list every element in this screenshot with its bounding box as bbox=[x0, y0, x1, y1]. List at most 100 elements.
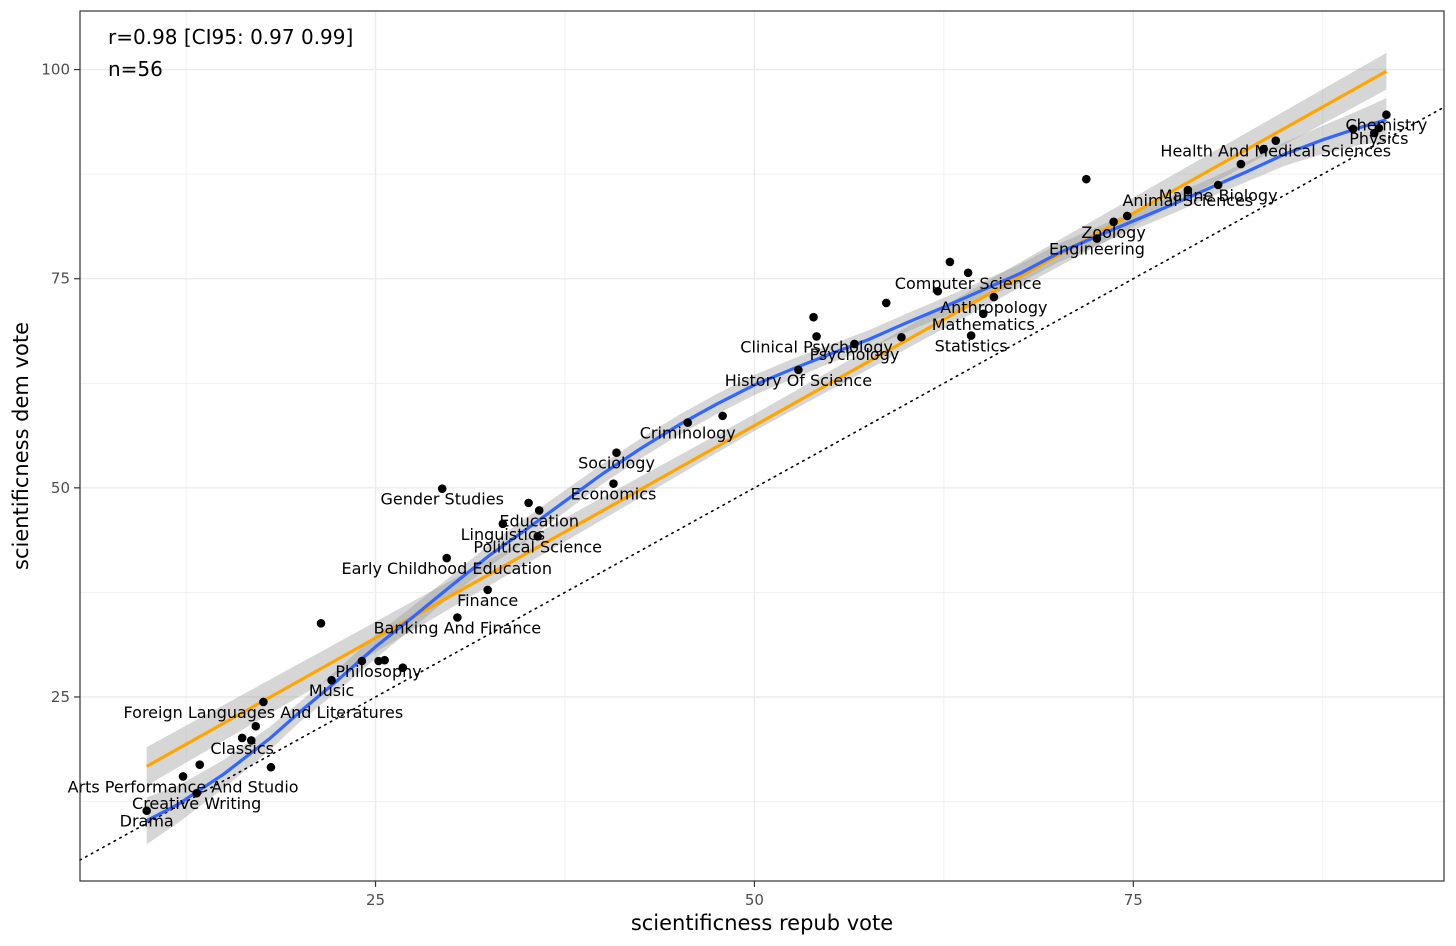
plot-background bbox=[80, 11, 1444, 881]
data-point bbox=[718, 411, 727, 421]
point-label: Computer Science bbox=[895, 274, 1042, 293]
grid-layer bbox=[80, 11, 1444, 881]
data-point bbox=[945, 257, 955, 267]
data-point bbox=[794, 365, 803, 375]
data-point bbox=[978, 309, 988, 319]
y-axis-title: scientificness dem vote bbox=[9, 322, 33, 570]
point-label: Music bbox=[309, 681, 355, 700]
point-label: Animal Sciences bbox=[1122, 191, 1253, 210]
data-point bbox=[178, 772, 188, 781]
data-point bbox=[498, 519, 508, 529]
point-label: Gender Studies bbox=[381, 490, 504, 509]
data-point bbox=[142, 806, 151, 816]
plot-border bbox=[79, 10, 1445, 882]
point-label: Psychology bbox=[810, 345, 900, 364]
data-point bbox=[251, 721, 261, 731]
y-tick-label: 25 bbox=[51, 688, 70, 706]
point-label: Anthropology bbox=[940, 298, 1047, 317]
point-label: Arts Performance And Studio bbox=[68, 777, 299, 796]
point-label: Clinical Psychology bbox=[740, 337, 893, 356]
y-tick-label: 50 bbox=[51, 479, 70, 497]
data-point bbox=[437, 484, 447, 493]
data-point bbox=[237, 733, 247, 743]
axes: 25 50 75 25 50 75 100 bbox=[41, 61, 1142, 909]
data-point bbox=[327, 675, 336, 685]
data-point bbox=[534, 506, 544, 515]
data-point bbox=[963, 268, 973, 278]
point-label: Marine Biology bbox=[1159, 186, 1278, 205]
point-labels: Drama Arts Performance And StudioCreative… bbox=[68, 116, 1428, 831]
point-label: Foreign Languages And Literatures bbox=[124, 703, 404, 722]
point-label: Mathematics bbox=[932, 315, 1035, 334]
data-point bbox=[1348, 124, 1358, 134]
point-label: Statistics bbox=[935, 337, 1008, 356]
point-label: Banking And Finance bbox=[374, 618, 542, 637]
point-label: Health And Medical Sciences bbox=[1160, 142, 1391, 161]
point-label: Physics bbox=[1349, 129, 1408, 148]
point-label: History Of Science bbox=[725, 371, 872, 390]
point-label: Creative Writing bbox=[132, 794, 261, 813]
y-tick-label: 100 bbox=[41, 61, 70, 79]
data-point bbox=[195, 760, 205, 770]
data-point bbox=[1271, 136, 1281, 145]
data-point bbox=[1183, 185, 1193, 195]
linear-fit-line bbox=[145, 69, 1388, 768]
point-label: Drama bbox=[120, 812, 174, 831]
sample-size-annotation: n=56 bbox=[108, 57, 163, 81]
data-point bbox=[398, 663, 408, 672]
x-axis-title: scientificness repub vote bbox=[631, 911, 893, 935]
data-point bbox=[524, 498, 533, 508]
point-label: Education bbox=[499, 511, 579, 530]
data-point bbox=[933, 286, 943, 296]
data-point bbox=[246, 736, 256, 745]
point-label: Classics bbox=[210, 739, 274, 758]
point-label: Linguistics bbox=[461, 525, 545, 544]
x-tick-label: 25 bbox=[366, 891, 385, 909]
data-point bbox=[1236, 159, 1246, 169]
point-label: Philosophy bbox=[335, 662, 421, 681]
data-point bbox=[259, 697, 268, 707]
data-point bbox=[1082, 174, 1091, 184]
identity-line bbox=[79, 106, 1445, 861]
data-point bbox=[897, 332, 906, 342]
loess-fit-line bbox=[145, 118, 1387, 823]
data-point bbox=[609, 479, 618, 488]
data-point bbox=[316, 619, 326, 628]
point-label: Economics bbox=[571, 485, 657, 504]
point-label: Criminology bbox=[640, 424, 736, 443]
data-point bbox=[881, 298, 891, 308]
data-point bbox=[1092, 234, 1102, 243]
point-label: Zoology bbox=[1081, 223, 1145, 242]
point-label: Chemistry bbox=[1345, 116, 1427, 135]
data-point bbox=[966, 331, 976, 340]
data-point bbox=[809, 312, 818, 322]
point-label: Engineering bbox=[1049, 240, 1145, 259]
data-point bbox=[1382, 110, 1391, 120]
point-label: Finance bbox=[457, 591, 518, 610]
data-point bbox=[1109, 217, 1118, 227]
data-point bbox=[612, 448, 621, 457]
data-point bbox=[1213, 180, 1223, 190]
data-point bbox=[442, 553, 452, 563]
x-tick-label: 75 bbox=[1124, 891, 1143, 909]
data-point bbox=[683, 418, 693, 427]
fit-lines bbox=[79, 69, 1445, 861]
data-point bbox=[533, 532, 542, 541]
data-point bbox=[1259, 144, 1268, 154]
x-tick-label: 50 bbox=[745, 891, 764, 909]
data-point bbox=[483, 585, 492, 595]
data-point bbox=[850, 339, 859, 349]
loess-fit-confidence-band bbox=[146, 98, 1387, 845]
data-point bbox=[989, 292, 999, 302]
point-label: Early Childhood Education bbox=[342, 559, 552, 578]
data-points bbox=[142, 110, 1391, 816]
data-point bbox=[453, 613, 462, 622]
data-point bbox=[1374, 123, 1384, 133]
data-point bbox=[812, 332, 821, 341]
data-point bbox=[192, 788, 201, 798]
point-label: Sociology bbox=[578, 454, 655, 473]
data-point bbox=[380, 655, 389, 665]
data-point bbox=[266, 762, 276, 772]
y-tick-label: 75 bbox=[51, 270, 70, 288]
